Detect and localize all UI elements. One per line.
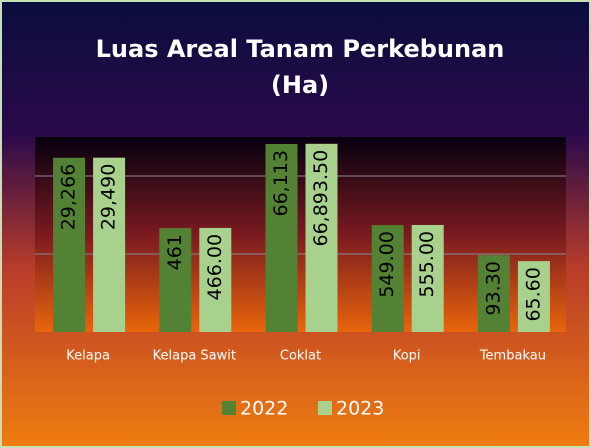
x-tick-label: Tembakau [479,349,546,364]
bar [199,227,232,332]
bar [93,157,126,332]
legend-swatch [222,401,236,415]
chart-title: (Ha) [271,71,329,99]
data-label: 93.30 [482,261,504,315]
bar [159,228,192,332]
data-label: 66,113 [270,150,292,216]
data-label: 549.00 [376,231,398,297]
bar [305,143,338,332]
bar [53,157,86,332]
bar [411,224,444,332]
data-label: 466.00 [204,234,226,300]
chart-title: Luas Areal Tanam Perkebunan [96,35,505,63]
x-tick-label: Kelapa Sawit [153,349,236,364]
data-label: 29,490 [98,164,120,230]
data-label: 65.60 [522,267,544,321]
legend-label: 2023 [336,398,384,420]
x-tick-label: Coklat [280,349,321,364]
bar [371,225,404,332]
data-label: 66,893.50 [310,150,332,247]
bar [517,261,550,332]
bar [265,144,298,332]
data-label: 461 [164,234,186,270]
data-label: 29,266 [58,164,80,230]
x-tick-label: Kelapa [66,349,110,364]
legend-label: 2022 [240,398,288,420]
bar [477,255,510,332]
legend-swatch [318,401,332,415]
data-label: 555.00 [416,231,438,297]
x-tick-label: Kopi [393,349,421,364]
